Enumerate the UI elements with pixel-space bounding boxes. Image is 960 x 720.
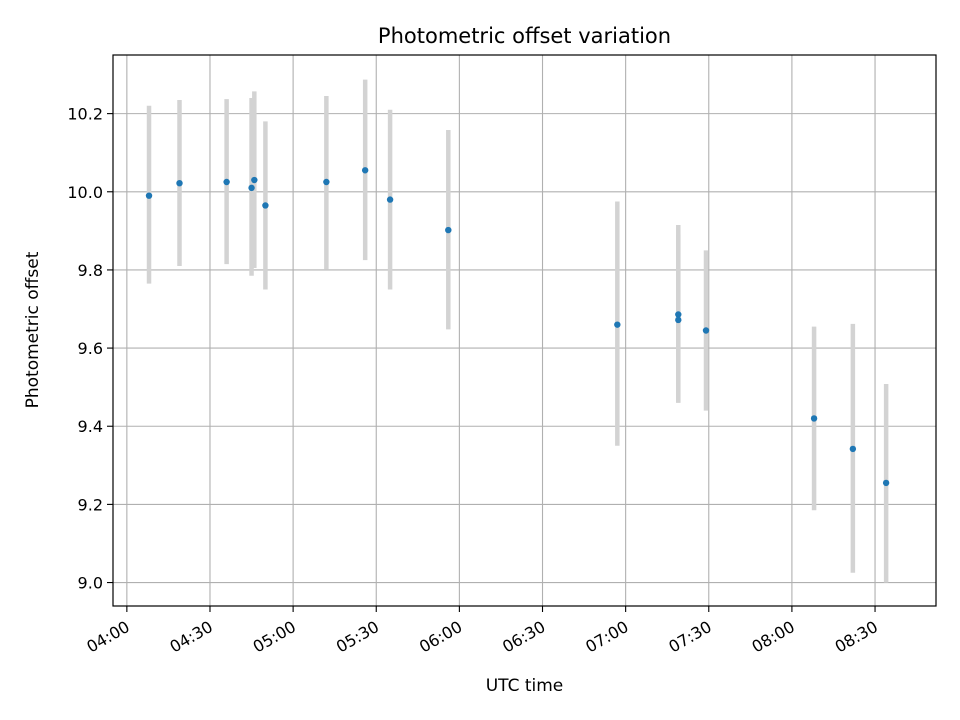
data-point — [675, 311, 682, 318]
x-axis-title: UTC time — [486, 676, 564, 696]
data-point — [176, 179, 183, 187]
data-point — [702, 327, 710, 334]
y-tick-label: 9.2 — [78, 495, 103, 514]
y-axis-ticks: 9.0 9.2 9.4 9.6 9.8 10.0 10.2 — [67, 105, 113, 593]
x-tick-label: 07:00 — [582, 617, 631, 657]
x-tick-label: 08:00 — [748, 617, 797, 657]
y-tick-label: 10.0 — [67, 183, 103, 202]
error-bars — [146, 79, 889, 583]
data-point — [248, 184, 255, 192]
x-tick-label: 05:30 — [333, 617, 382, 657]
data-point — [445, 226, 452, 234]
data-point — [614, 321, 621, 328]
data-point — [223, 178, 230, 186]
data-point — [251, 176, 258, 184]
data-point — [882, 479, 890, 487]
y-tick-label: 9.0 — [78, 574, 103, 593]
x-tick-label: 04:00 — [83, 617, 132, 657]
data-point — [262, 202, 269, 209]
x-tick-label: 07:30 — [665, 617, 714, 657]
x-tick-label: 08:30 — [832, 617, 881, 657]
x-tick-label: 06:30 — [499, 617, 548, 657]
data-point — [849, 445, 857, 453]
data-point — [323, 178, 330, 186]
data-point — [361, 167, 369, 174]
y-tick-label: 9.4 — [78, 417, 103, 436]
data-points — [145, 167, 890, 487]
data-point — [675, 316, 682, 324]
data-point — [145, 192, 153, 199]
data-point — [810, 415, 818, 422]
x-tick-label: 06:00 — [416, 617, 465, 657]
data-point — [386, 196, 394, 203]
y-tick-label: 9.6 — [78, 339, 103, 358]
y-tick-label: 10.2 — [67, 105, 103, 124]
y-axis-title: Photometric offset — [23, 251, 43, 408]
x-tick-label: 05:00 — [250, 617, 299, 657]
x-tick-label: 04:30 — [167, 617, 216, 657]
y-tick-label: 9.8 — [78, 261, 103, 280]
plot-area-frame — [112, 54, 937, 607]
chart-title: Photometric offset variation — [378, 24, 671, 48]
grid — [113, 55, 936, 606]
x-axis-ticks: 04:00 04:30 05:00 05:30 06:00 06:30 07:00 07:30… — [83, 606, 881, 657]
